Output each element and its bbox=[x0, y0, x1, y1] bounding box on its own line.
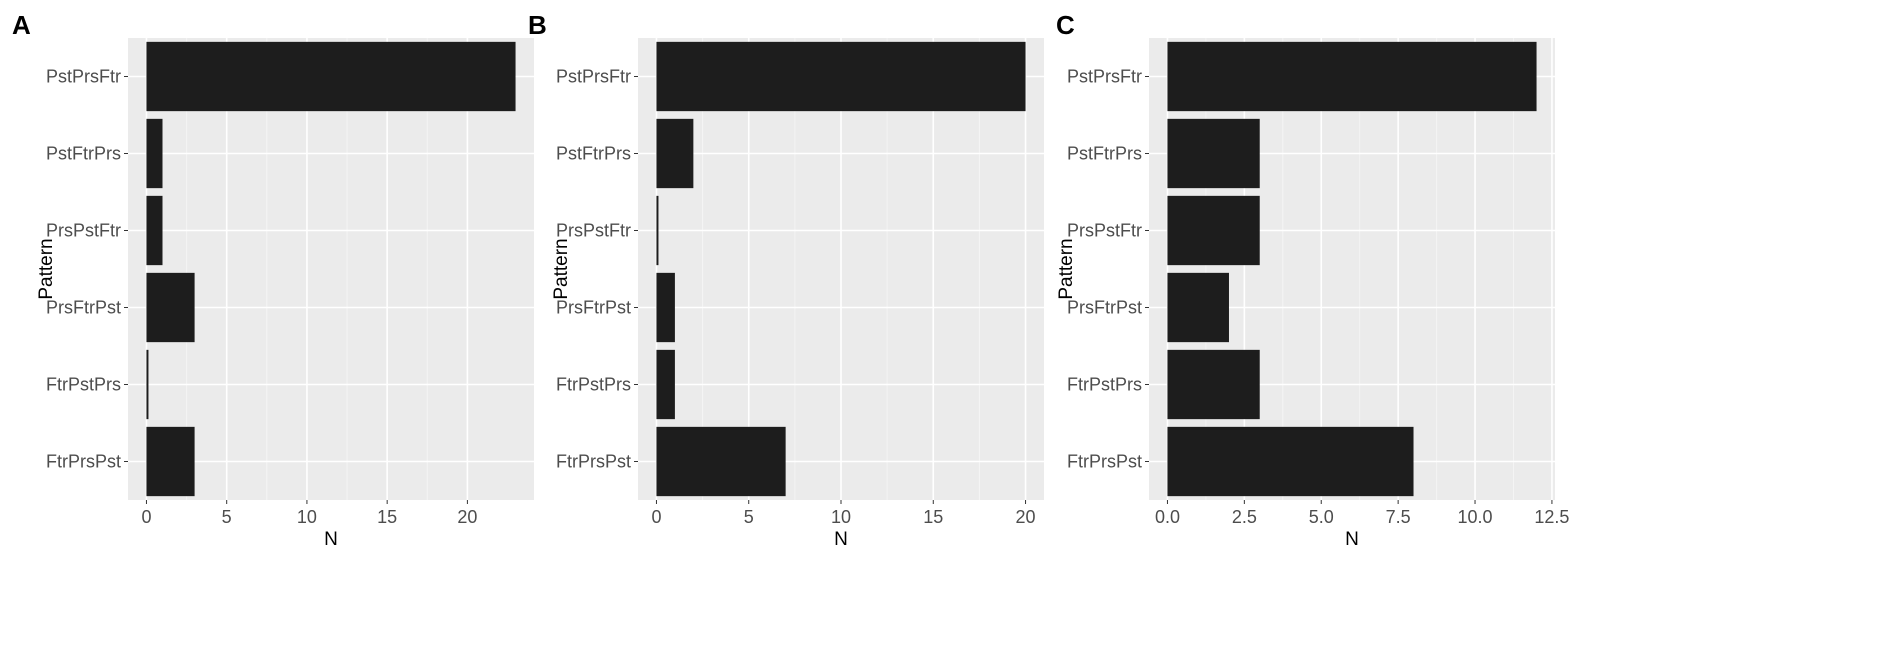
plot-background bbox=[1149, 38, 1555, 500]
panel-tag-letter: C bbox=[1056, 10, 1075, 40]
panel-tag-letter: B bbox=[528, 10, 547, 40]
x-tick-label: 12.5 bbox=[1534, 507, 1569, 527]
x-axis-title: N bbox=[324, 529, 338, 550]
y-tick-label: PrsPstFtr bbox=[1067, 221, 1142, 241]
x-tick-label: 15 bbox=[377, 507, 397, 527]
y-tick-label: PstPrsFtr bbox=[46, 67, 121, 87]
bar-prsftrpst bbox=[1167, 272, 1229, 343]
y-tick-label: PrsFtrPst bbox=[1067, 298, 1142, 318]
bar-pstprsftr bbox=[146, 41, 516, 112]
bar-ftrpstprs bbox=[656, 349, 675, 420]
bar-prsftrpst bbox=[146, 272, 195, 343]
bar-prspstftr bbox=[146, 195, 163, 266]
x-axis-title: N bbox=[834, 529, 848, 550]
y-tick-label: PrsPstFtr bbox=[556, 221, 631, 241]
x-tick-label: 10 bbox=[297, 507, 317, 527]
x-tick-label: 0 bbox=[141, 507, 151, 527]
y-tick-label: FtrPrsPst bbox=[46, 452, 121, 472]
panel-a: PstPrsFtr PstFtrPrs PrsPstFtr PrsFtrPst FtrP… bbox=[12, 10, 534, 550]
bar-ftrprspst bbox=[146, 426, 195, 497]
x-tick-label: 10.0 bbox=[1458, 507, 1493, 527]
bar-pstftrprs bbox=[146, 118, 163, 189]
bar-prsftrpst bbox=[656, 272, 675, 343]
bar-ftrpstprs bbox=[146, 349, 149, 420]
x-tick-label: 0 bbox=[651, 507, 661, 527]
y-tick-label: FtrPrsPst bbox=[1067, 452, 1142, 472]
x-tick-label: 5 bbox=[222, 507, 232, 527]
y-tick-label: FtrPstPrs bbox=[556, 375, 631, 395]
bar-pstprsftr bbox=[656, 41, 1026, 112]
x-tick-label: 5.0 bbox=[1309, 507, 1334, 527]
x-axis-title: N bbox=[1345, 529, 1359, 550]
panel-tag-letter: A bbox=[12, 10, 31, 40]
y-tick-label: PstPrsFtr bbox=[1067, 67, 1142, 87]
y-tick-label: PrsFtrPst bbox=[556, 298, 631, 318]
panel-c: PstPrsFtr PstFtrPrs PrsPstFtr PrsFtrPst FtrP… bbox=[1056, 10, 1569, 550]
x-tick-label: 15 bbox=[923, 507, 943, 527]
x-tick-label: 20 bbox=[457, 507, 477, 527]
plot-background bbox=[128, 38, 534, 500]
bar-ftrprspst bbox=[1167, 426, 1414, 497]
y-axis-title: Pattern bbox=[1056, 238, 1077, 299]
y-axis-title: Pattern bbox=[551, 238, 572, 299]
bar-ftrprspst bbox=[656, 426, 786, 497]
y-tick-label: PrsPstFtr bbox=[46, 221, 121, 241]
bar-pstprsftr bbox=[1167, 41, 1537, 112]
y-axis-title: Pattern bbox=[36, 238, 57, 299]
bar-prspstftr bbox=[1167, 195, 1260, 266]
y-tick-label: PstFtrPrs bbox=[46, 144, 121, 164]
y-tick-label: PrsFtrPst bbox=[46, 298, 121, 318]
bar-pstftrprs bbox=[656, 118, 694, 189]
y-tick-label: PstFtrPrs bbox=[1067, 144, 1142, 164]
y-tick-label: PstFtrPrs bbox=[556, 144, 631, 164]
bar-pstftrprs bbox=[1167, 118, 1260, 189]
bar-prspstftr bbox=[656, 195, 659, 266]
y-tick-label: FtrPstPrs bbox=[1067, 375, 1142, 395]
y-tick-label: PstPrsFtr bbox=[556, 67, 631, 87]
panel-b: PstPrsFtr PstFtrPrs PrsPstFtr PrsFtrPst FtrP… bbox=[528, 10, 1044, 550]
bar-ftrpstprs bbox=[1167, 349, 1260, 420]
y-tick-label: FtrPstPrs bbox=[46, 375, 121, 395]
x-tick-label: 10 bbox=[831, 507, 851, 527]
x-tick-label: 20 bbox=[1016, 507, 1036, 527]
x-tick-label: 7.5 bbox=[1386, 507, 1411, 527]
x-tick-label: 5 bbox=[744, 507, 754, 527]
x-tick-label: 0.0 bbox=[1155, 507, 1180, 527]
x-tick-label: 2.5 bbox=[1232, 507, 1257, 527]
y-tick-label: FtrPrsPst bbox=[556, 452, 631, 472]
